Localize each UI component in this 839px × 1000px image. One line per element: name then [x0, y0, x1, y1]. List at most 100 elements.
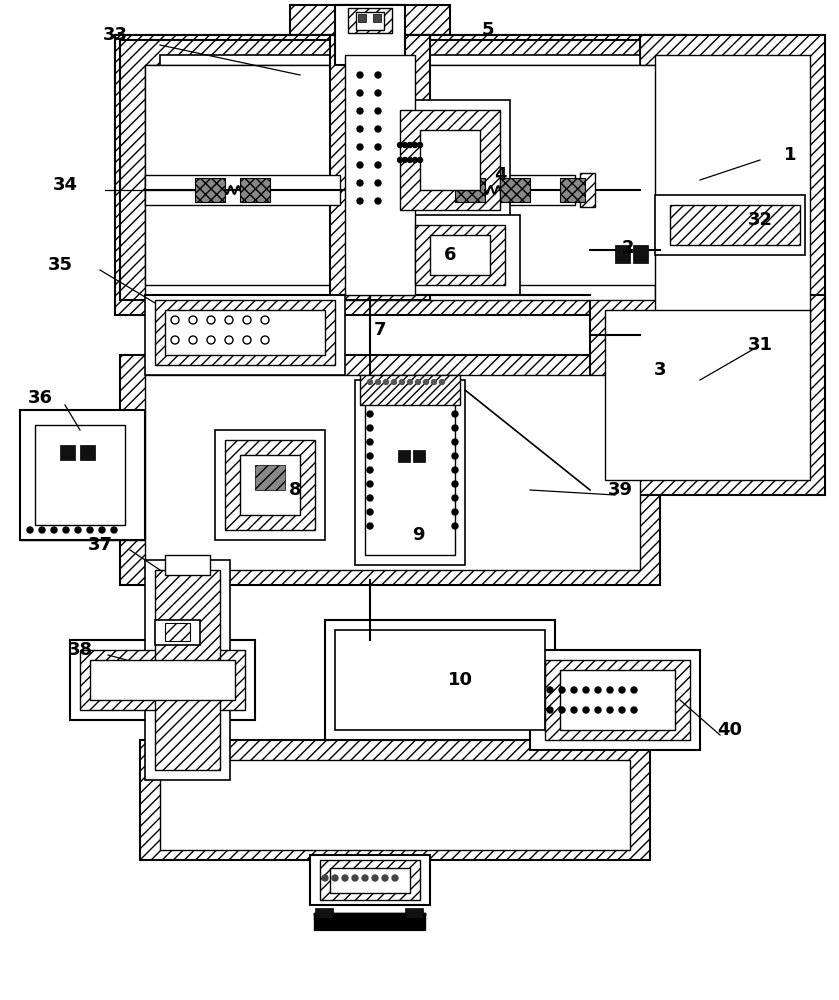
Bar	[35, 425, 125, 525]
Circle shape	[595, 707, 601, 713]
Circle shape	[547, 687, 553, 693]
Bar	[345, 55, 415, 295]
Bar	[400, 110, 500, 210]
Bar	[20, 410, 145, 540]
Bar	[560, 178, 585, 202]
Circle shape	[418, 142, 423, 147]
Circle shape	[583, 707, 589, 713]
Circle shape	[398, 142, 403, 147]
Bar	[80, 445, 95, 460]
Bar	[145, 175, 340, 205]
Circle shape	[431, 379, 436, 384]
Circle shape	[392, 875, 398, 881]
Circle shape	[452, 439, 458, 445]
Bar	[405, 908, 423, 918]
Circle shape	[440, 379, 445, 384]
Bar	[590, 295, 825, 495]
Circle shape	[27, 527, 33, 533]
Bar	[335, 5, 405, 65]
Circle shape	[452, 481, 458, 487]
Bar	[655, 195, 805, 255]
Bar	[165, 623, 190, 641]
Bar	[420, 130, 480, 190]
Circle shape	[375, 162, 381, 168]
Circle shape	[367, 425, 373, 431]
Text: 8: 8	[289, 481, 301, 499]
Bar	[605, 310, 810, 480]
Circle shape	[559, 707, 565, 713]
Circle shape	[357, 144, 363, 150]
Circle shape	[367, 439, 373, 445]
Bar	[400, 175, 575, 205]
Circle shape	[382, 875, 388, 881]
Bar	[350, 5, 390, 25]
Circle shape	[362, 875, 368, 881]
Circle shape	[398, 157, 403, 162]
Bar	[545, 660, 690, 740]
Circle shape	[452, 411, 458, 417]
Text: 5: 5	[482, 21, 494, 39]
Text: 35: 35	[48, 256, 72, 274]
Bar	[70, 640, 255, 720]
Circle shape	[583, 687, 589, 693]
Bar	[90, 660, 235, 700]
Bar	[415, 225, 505, 285]
Circle shape	[367, 509, 373, 515]
Bar	[145, 375, 640, 570]
Circle shape	[452, 397, 458, 403]
Circle shape	[376, 379, 381, 384]
Circle shape	[75, 527, 81, 533]
Bar	[365, 390, 455, 555]
Bar	[400, 40, 675, 300]
Circle shape	[424, 379, 429, 384]
Bar	[325, 620, 555, 740]
Bar	[358, 14, 366, 22]
Bar	[160, 55, 640, 175]
Circle shape	[332, 875, 338, 881]
Text: 1: 1	[784, 146, 796, 164]
Circle shape	[357, 198, 363, 204]
Text: 33: 33	[102, 26, 128, 44]
Circle shape	[392, 379, 397, 384]
Bar	[240, 455, 300, 515]
Bar	[413, 450, 425, 462]
Circle shape	[571, 687, 577, 693]
Bar	[20, 410, 145, 540]
Text: 4: 4	[493, 166, 506, 184]
Circle shape	[372, 875, 378, 881]
Bar	[390, 100, 510, 220]
Circle shape	[399, 379, 404, 384]
Circle shape	[415, 379, 420, 384]
Bar	[560, 670, 675, 730]
Bar	[120, 355, 660, 585]
Circle shape	[51, 527, 57, 533]
Circle shape	[87, 527, 93, 533]
Bar	[320, 860, 420, 900]
Bar	[355, 380, 465, 565]
Circle shape	[375, 90, 381, 96]
Bar	[195, 178, 225, 202]
Circle shape	[367, 397, 373, 403]
Text: 6: 6	[444, 246, 456, 264]
Bar	[340, 5, 400, 60]
Circle shape	[63, 527, 69, 533]
Bar	[310, 855, 430, 905]
Circle shape	[452, 453, 458, 459]
Circle shape	[367, 481, 373, 487]
Bar	[420, 65, 660, 285]
Circle shape	[367, 495, 373, 501]
Bar	[215, 430, 325, 540]
Circle shape	[357, 126, 363, 132]
Bar	[373, 14, 381, 22]
Bar	[165, 555, 210, 575]
Circle shape	[403, 157, 408, 162]
Circle shape	[375, 198, 381, 204]
Circle shape	[352, 875, 358, 881]
Bar	[155, 620, 200, 645]
Circle shape	[619, 687, 625, 693]
Bar	[160, 760, 630, 850]
Circle shape	[452, 425, 458, 431]
Circle shape	[375, 72, 381, 78]
Circle shape	[408, 142, 413, 147]
Circle shape	[547, 707, 553, 713]
